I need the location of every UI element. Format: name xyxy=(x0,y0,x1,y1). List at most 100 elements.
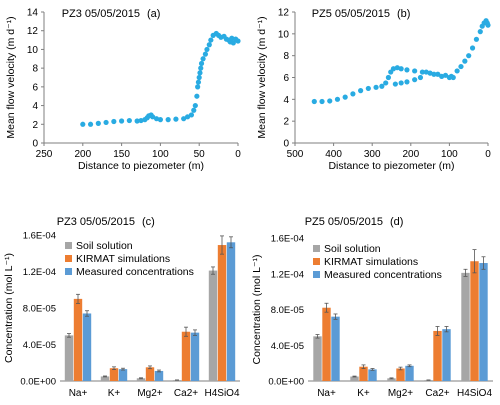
y-axis-label: Mean flow velocity (m d⁻¹) xyxy=(256,16,268,138)
data-point xyxy=(173,116,179,122)
data-point xyxy=(103,119,109,126)
bar-panel-c: 0.0E+00 4.0E-05 8.0E-05 1.2E-04 1.6E-04 Na+ K+… xyxy=(3,216,240,399)
category-label: H4SiO4 xyxy=(457,388,492,399)
data-point xyxy=(192,102,198,109)
bar xyxy=(82,313,92,381)
data-point xyxy=(462,58,468,64)
data-point xyxy=(419,69,425,75)
data-point xyxy=(342,94,348,100)
bar xyxy=(154,370,164,381)
x-tick-label: 400 xyxy=(325,149,342,160)
data-point xyxy=(87,121,94,127)
category-label: Ca2+ xyxy=(174,388,198,399)
y-tick-label: 10 xyxy=(278,29,290,40)
x-tick-label: 100 xyxy=(441,149,458,160)
bar xyxy=(313,336,322,381)
y-tick-label: 1.6E-04 xyxy=(271,234,304,245)
bar xyxy=(118,369,128,381)
data-point xyxy=(358,88,364,94)
y-tick-label: 4 xyxy=(32,101,38,112)
data-point xyxy=(350,91,356,97)
data-point xyxy=(197,70,203,76)
bar xyxy=(73,298,83,381)
bar xyxy=(359,366,368,381)
y-tick-label: 0 xyxy=(283,139,289,150)
x-tick-label: 50 xyxy=(194,149,206,160)
y-tick-label: 6 xyxy=(32,82,38,93)
data-point xyxy=(383,80,389,86)
x-axis-label: Distance to piezometer (m) xyxy=(78,160,204,172)
chart-title: PZ3 05/05/2015 xyxy=(57,216,135,228)
bar xyxy=(433,330,442,381)
y-tick-label: 12 xyxy=(278,8,290,19)
legend-swatch xyxy=(313,258,320,265)
legend-swatch xyxy=(313,271,320,278)
bar xyxy=(109,368,119,381)
category-label: H4SiO4 xyxy=(204,388,239,399)
y-tick-label: 1.6E-04 xyxy=(23,231,56,242)
legend-label: KIRMAT simulations xyxy=(76,253,170,265)
bar xyxy=(470,261,479,381)
legend-label: Measured concentrations xyxy=(324,269,442,281)
x-tick-label: 300 xyxy=(364,149,381,160)
data-point xyxy=(150,114,156,120)
bar xyxy=(217,245,227,381)
data-point xyxy=(134,118,140,124)
x-tick-label: 0 xyxy=(235,149,241,160)
data-point xyxy=(365,85,371,92)
panel-label: (c) xyxy=(142,216,155,228)
y-axis-label: Concentration (mol L⁻¹) xyxy=(3,253,15,363)
y-tick-label: 4.0E-05 xyxy=(271,341,304,352)
y-tick-label: 0 xyxy=(32,139,38,150)
data-point xyxy=(319,98,325,105)
bar xyxy=(64,335,74,381)
data-point xyxy=(477,29,483,35)
data-point xyxy=(208,37,214,43)
bar xyxy=(405,365,414,381)
data-point xyxy=(184,114,191,120)
y-tick-label: 2 xyxy=(283,117,289,128)
data-point xyxy=(435,71,441,77)
y-tick-label: 8.0E-05 xyxy=(23,304,56,315)
data-point xyxy=(204,46,210,53)
x-tick-label: 250 xyxy=(36,149,53,160)
data-point xyxy=(439,73,445,80)
x-tick-label: 150 xyxy=(113,149,130,160)
panel-label: (d) xyxy=(390,216,403,228)
data-point xyxy=(198,65,204,71)
category-label: K+ xyxy=(357,388,370,399)
data-point xyxy=(119,118,125,124)
y-tick-label: 6 xyxy=(283,73,289,84)
data-point xyxy=(327,98,333,104)
data-point xyxy=(423,69,429,75)
y-tick-label: 8 xyxy=(32,64,38,75)
data-point xyxy=(181,116,187,122)
category-label: Mg2+ xyxy=(137,388,162,399)
data-point xyxy=(404,79,410,85)
data-point xyxy=(454,68,460,74)
data-point xyxy=(417,74,424,81)
data-point xyxy=(194,93,200,99)
bar xyxy=(136,378,146,381)
bar xyxy=(331,316,340,381)
bar xyxy=(387,378,396,381)
legend-swatch xyxy=(65,242,72,249)
x-axis-label: Distance to piezometer (m) xyxy=(328,160,454,172)
bar-panel-d: 0.0E+00 4.0E-05 8.0E-05 1.2E-04 1.6E-04 Na+ K+… xyxy=(251,216,493,399)
data-point xyxy=(398,80,404,86)
category-label: Na+ xyxy=(317,388,336,399)
y-tick-label: 4.0E-05 xyxy=(23,340,56,351)
bar xyxy=(479,263,488,381)
data-point xyxy=(379,83,385,89)
y-tick-label: 14 xyxy=(27,8,39,19)
data-point xyxy=(485,22,491,28)
bar xyxy=(461,272,470,381)
legend-swatch xyxy=(65,255,72,262)
data-point xyxy=(235,38,241,44)
data-point xyxy=(126,117,132,124)
data-point xyxy=(195,79,202,85)
data-point xyxy=(392,81,398,87)
data-point xyxy=(153,116,160,122)
data-point xyxy=(311,98,317,105)
